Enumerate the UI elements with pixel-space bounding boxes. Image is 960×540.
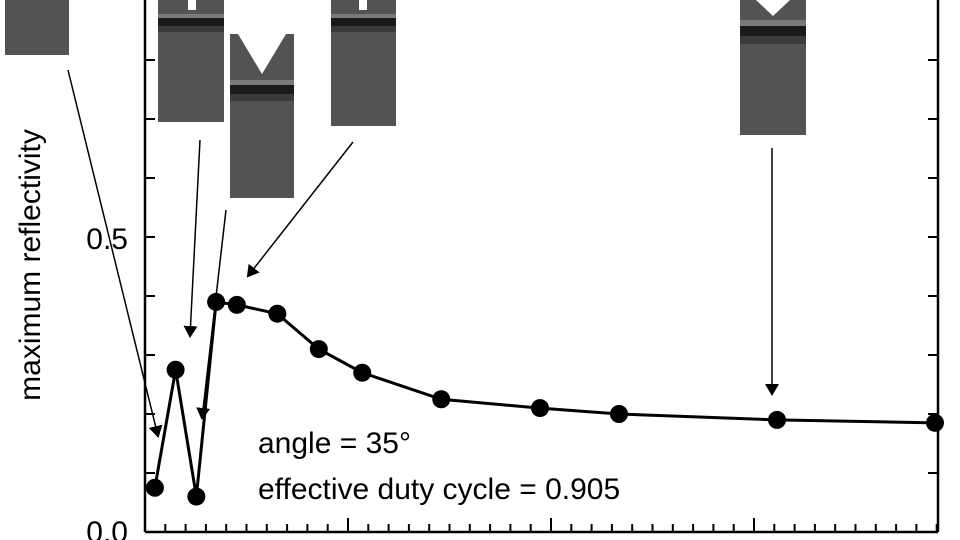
inset-image-3 bbox=[230, 34, 294, 198]
inset-image-1 bbox=[5, 0, 69, 55]
data-point bbox=[309, 340, 328, 359]
data-point bbox=[268, 304, 287, 323]
arrow-2 bbox=[183, 139, 201, 338]
inset-image-2 bbox=[158, 0, 224, 122]
axis-ticks bbox=[144, 59, 938, 533]
data-point bbox=[227, 295, 246, 314]
inset-image-5 bbox=[740, 0, 806, 135]
data-point bbox=[207, 292, 226, 311]
inset-image-4 bbox=[331, 0, 396, 126]
data-point bbox=[166, 360, 185, 379]
data-point bbox=[187, 487, 206, 506]
data-point bbox=[353, 363, 372, 382]
annotation-arrows bbox=[67, 69, 779, 438]
data-series bbox=[145, 292, 944, 506]
arrow-4 bbox=[246, 141, 354, 278]
annotation-duty-cycle: effective duty cycle = 0.905 bbox=[258, 473, 620, 506]
data-point bbox=[768, 410, 786, 429]
series-line bbox=[153, 300, 936, 497]
data-point bbox=[145, 478, 164, 497]
data-point bbox=[432, 390, 451, 409]
arrow-1 bbox=[67, 69, 163, 438]
axes bbox=[143, 0, 940, 534]
y-axis-label: maximum reflectivity bbox=[14, 129, 47, 401]
data-point bbox=[926, 413, 944, 432]
data-point bbox=[531, 399, 549, 418]
annotation-angle: angle = 35° bbox=[258, 427, 411, 460]
y-tick-label-0.0: 0.0 bbox=[86, 516, 128, 540]
data-point bbox=[610, 405, 628, 423]
